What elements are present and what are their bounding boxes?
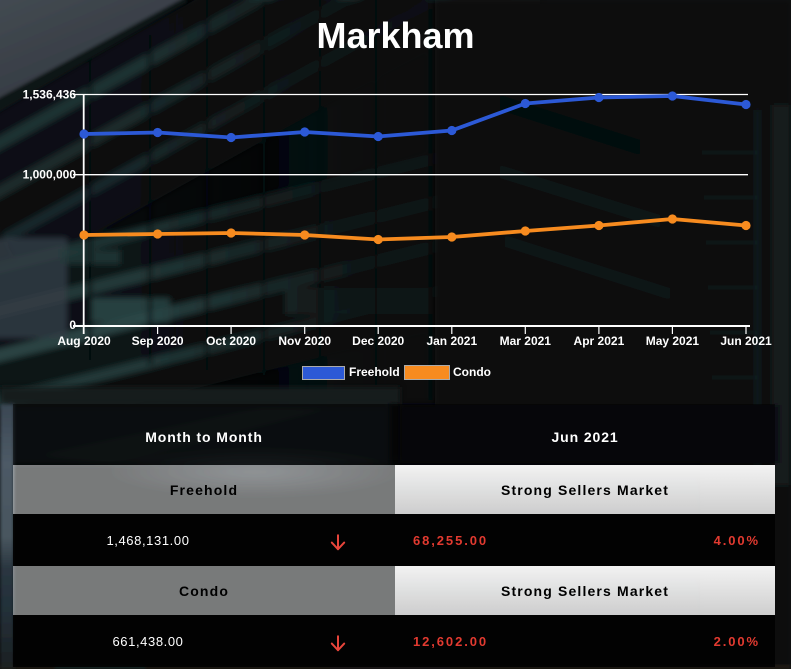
svg-text:Mar 2021: Mar 2021 bbox=[500, 334, 552, 348]
svg-text:Jan 2021: Jan 2021 bbox=[426, 334, 477, 348]
svg-text:1,000,000: 1,000,000 bbox=[23, 168, 77, 182]
svg-text:0: 0 bbox=[69, 318, 76, 332]
svg-text:Apr 2021: Apr 2021 bbox=[574, 334, 625, 348]
svg-text:Jun 2021: Jun 2021 bbox=[720, 334, 772, 348]
svg-text:Aug 2020: Aug 2020 bbox=[57, 334, 111, 348]
svg-text:Oct 2020: Oct 2020 bbox=[206, 334, 256, 348]
svg-text:Nov 2020: Nov 2020 bbox=[278, 334, 331, 348]
svg-text:Dec 2020: Dec 2020 bbox=[352, 334, 404, 348]
svg-text:Sep 2020: Sep 2020 bbox=[132, 334, 184, 348]
svg-text:May 2021: May 2021 bbox=[646, 334, 700, 348]
svg-text:1,536,436: 1,536,436 bbox=[23, 88, 77, 102]
